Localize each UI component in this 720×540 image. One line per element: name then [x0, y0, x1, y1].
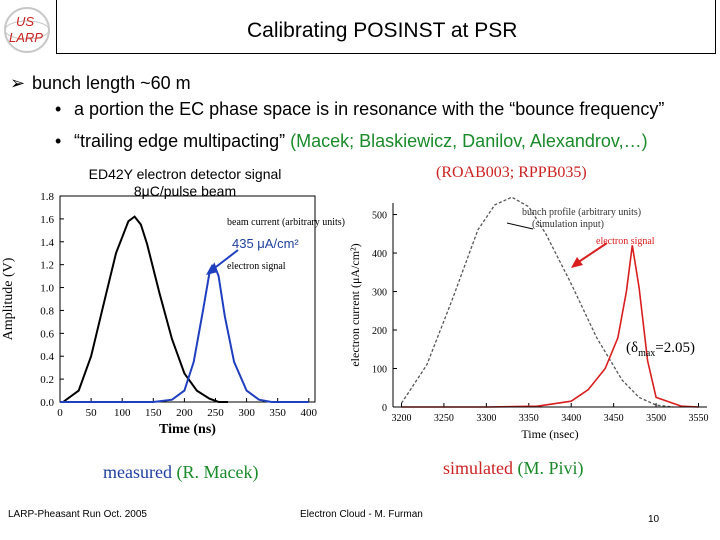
x-tick-label: 300	[238, 407, 255, 419]
page-title: Calibrating POSINST at PSR	[247, 19, 518, 42]
right-bottom-label: simulated (M. Pivi)	[443, 458, 584, 479]
electron-arrow	[576, 242, 608, 264]
sub-bullet-1: • a portion the EC phase space is in res…	[55, 99, 664, 120]
left-bottom-source: (R. Macek)	[176, 462, 259, 482]
left-caption-line2: 8μC/pulse beam	[133, 183, 237, 199]
main-bullet: ➢ bunch length ~60 m	[10, 73, 191, 94]
left-legend-beam: beam current (arbitrary units)	[227, 217, 346, 228]
right-legend-bunch: bunch profile (arbitrary units) (simulat…	[522, 207, 641, 231]
y-tick-label: 0.2	[40, 374, 54, 386]
left-legend-electron: electron signal	[227, 261, 286, 272]
x-tick-label: 3400	[561, 413, 581, 424]
left-annotation: 435 μA/cm²	[232, 236, 299, 251]
y-tick-label: 0	[382, 403, 387, 414]
bunch-arrow	[506, 222, 534, 230]
x-tick-label: 0	[57, 407, 63, 419]
x-tick-label: 3500	[646, 413, 666, 424]
x-tick-label: 100	[114, 407, 131, 419]
y-tick-label: 1.6	[40, 214, 54, 226]
right-chart: 0 100 200 300 400 500 3200 3250 3300 3350 3400 3450…	[348, 196, 709, 441]
x-tick-label: 150	[145, 407, 162, 419]
plot-frame	[59, 195, 316, 403]
logo-text-larp: LARP	[9, 30, 43, 45]
x-tick-label: 3550	[689, 413, 709, 424]
footer-center: Electron Cloud - M. Furman	[300, 509, 423, 520]
annotation-arrowhead-icon	[206, 264, 218, 275]
x-axis-label: Time (nsec)	[521, 427, 578, 441]
right-refs: (ROAB003; RPPB035)	[436, 164, 587, 181]
footer-left: LARP-Pheasant Run Oct. 2005	[8, 509, 147, 520]
right-bottom-main: simulated	[443, 458, 513, 478]
left-bottom-main: measured	[103, 462, 172, 482]
x-tick-label: 3350	[519, 413, 539, 424]
series-line-1	[62, 215, 228, 403]
bullet-dot-icon: •	[55, 99, 62, 119]
series-line-2	[401, 245, 699, 408]
left-caption: ED42Y electron detector signal 8μC/pulse…	[80, 166, 290, 200]
arrow-bullet-icon: ➢	[10, 73, 26, 93]
annotation-arrow	[211, 249, 239, 271]
bullet-dot-icon: •	[55, 131, 62, 151]
delta-sub: max	[638, 348, 656, 359]
x-axis-label: Time (ns)	[159, 422, 216, 437]
y-tick-label: 400	[372, 249, 387, 260]
electron-arrowhead-icon	[571, 257, 583, 268]
y-tick-label: 0.4	[40, 351, 54, 363]
right-legend-electron: electron signal	[596, 236, 655, 247]
sub-bullet-2: • “trailing edge multipacting” (Macek; B…	[55, 131, 648, 152]
delta-prefix: (δ	[626, 340, 639, 356]
y-tick-label: 1.2	[40, 260, 54, 272]
series-line-1	[400, 196, 674, 408]
main-bullet-text: bunch length ~60 m	[32, 73, 191, 93]
left-caption-line1: ED42Y electron detector signal	[88, 166, 282, 182]
left-chart: 0.0 0.2 0.4 0.6 0.8 1.0 1.2 1.4 1.6 1.8 0 50 100 150 2…	[1, 191, 318, 437]
delta-suffix: =2.05)	[655, 340, 696, 356]
x-tick-label: 3200	[391, 413, 411, 424]
sub-bullet-text: “trailing edge multipacting”	[74, 131, 286, 151]
left-bottom-label: measured (R. Macek)	[103, 462, 258, 483]
series-line-2	[60, 262, 309, 403]
y-tick-label: 0.8	[40, 305, 54, 317]
sub-bullet-attribution: (Macek; Blaskiewicz, Danilov, Alexandrov…	[290, 131, 648, 151]
x-tick-label: 3300	[476, 413, 496, 424]
y-tick-label: 1.4	[40, 237, 54, 249]
y-axis-label: Amplitude (V)	[1, 257, 16, 340]
larp-logo: US LARP	[2, 4, 52, 56]
y-tick-label: 200	[372, 326, 387, 337]
x-tick-label: 400	[301, 407, 318, 419]
right-legend-bunch-line1: bunch profile (arbitrary units)	[522, 207, 642, 218]
y-tick-label: 1.8	[40, 191, 54, 203]
y-tick-label: 0.0	[40, 397, 54, 409]
x-tick-label: 200	[176, 407, 193, 419]
x-tick-label: 50	[86, 407, 98, 419]
x-tick-label: 250	[207, 407, 224, 419]
logo-graphic	[4, 7, 50, 53]
y-tick-label: 500	[372, 211, 387, 222]
x-tick-label: 3450	[604, 413, 624, 424]
y-tick-label: 0.6	[40, 328, 54, 340]
y-tick-label: 300	[372, 288, 387, 299]
footer-page-number: 10	[648, 514, 660, 525]
logo-text-us: US	[16, 14, 35, 29]
title-box: Calibrating POSINST at PSR	[56, 0, 716, 54]
right-legend-bunch-line2: (simulation input)	[532, 219, 604, 230]
x-tick-label: 3250	[434, 413, 454, 424]
sub-bullet-text: a portion the EC phase space is in reson…	[74, 99, 665, 119]
right-bottom-source: (M. Pivi)	[517, 458, 584, 478]
delta-max-label: (δmax=2.05)	[626, 340, 695, 359]
x-tick-label: 350	[269, 407, 286, 419]
y-axis-label: electron current (μA/cm²)	[348, 243, 362, 366]
y-tick-label: 1.0	[40, 283, 54, 295]
y-tick-label: 100	[372, 365, 387, 376]
